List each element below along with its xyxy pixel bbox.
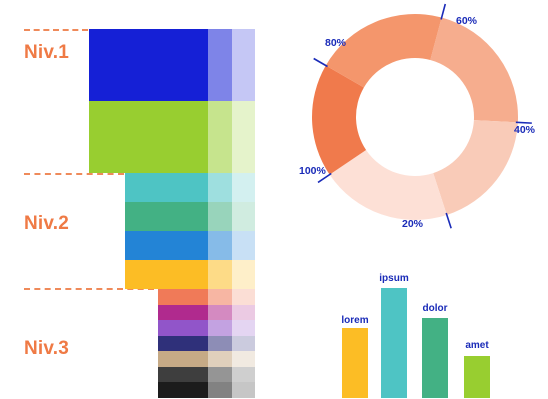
niv3-swatch-tint xyxy=(232,366,255,382)
level-1-top-divider xyxy=(24,29,88,31)
niv2-swatch-tint xyxy=(232,260,255,289)
niv3-swatch xyxy=(158,304,208,320)
niv1-swatch xyxy=(89,29,208,101)
niv3-swatch-tint xyxy=(208,366,232,382)
donut-slice xyxy=(433,120,518,215)
level-3-top-divider xyxy=(24,288,154,290)
niv2-swatch-tint xyxy=(208,173,232,202)
niv3-swatch-tint xyxy=(232,335,255,351)
donut-slice xyxy=(329,149,447,220)
donut-leader-tick xyxy=(440,3,447,20)
niv3-swatch-tint xyxy=(232,304,255,320)
bar-label: amet xyxy=(465,340,489,351)
donut-leader-tick xyxy=(313,57,328,68)
niv3-swatch xyxy=(158,382,208,398)
niv1-swatch-tint xyxy=(232,101,255,173)
bar xyxy=(381,288,407,398)
donut-label: 80% xyxy=(325,37,347,49)
niv3-swatch xyxy=(158,320,208,336)
bar xyxy=(342,328,368,398)
niv3-swatch xyxy=(158,289,208,305)
level-1-label: Niv.1 xyxy=(24,42,70,63)
bar-label: ipsum xyxy=(379,273,409,284)
niv3-swatch-tint xyxy=(208,304,232,320)
donut-slice xyxy=(430,17,518,123)
bar xyxy=(464,356,490,398)
donut-label: 100% xyxy=(299,165,326,177)
niv3-swatch-tint xyxy=(232,382,255,398)
niv2-swatch-tint xyxy=(208,231,232,260)
donut-leader-tick xyxy=(445,212,452,229)
donut-slice xyxy=(325,13,442,88)
niv3-swatch xyxy=(158,335,208,351)
niv2-swatch-tint xyxy=(232,202,255,231)
niv1-swatch-tint xyxy=(208,101,232,173)
niv2-swatch-tint xyxy=(232,231,255,260)
niv2-swatch-tint xyxy=(208,202,232,231)
bar-label: dolor xyxy=(422,303,448,314)
niv3-swatch-tint xyxy=(208,335,232,351)
niv2-swatch xyxy=(125,260,208,289)
niv3-swatch-tint xyxy=(208,289,232,305)
donut-label: 20% xyxy=(402,218,424,230)
niv2-swatch-tint xyxy=(208,260,232,289)
donut-slice xyxy=(312,65,367,175)
niv3-swatch-tint xyxy=(232,289,255,305)
donut-leader-tick xyxy=(317,172,332,184)
niv3-swatch-tint xyxy=(208,320,232,336)
niv2-swatch xyxy=(125,173,208,202)
niv3-swatch-tint xyxy=(208,351,232,367)
bar-label: lorem xyxy=(341,315,369,326)
donut-label: 60% xyxy=(456,15,478,27)
niv1-swatch-tint xyxy=(232,29,255,101)
donut-leader-tick xyxy=(515,121,532,124)
donut-label: 40% xyxy=(514,124,536,136)
niv3-swatch xyxy=(158,366,208,382)
niv2-swatch xyxy=(125,231,208,260)
niv1-swatch-tint xyxy=(208,29,232,101)
level-3-label: Niv.3 xyxy=(24,338,70,359)
niv3-swatch-tint xyxy=(232,320,255,336)
level-2-label: Niv.2 xyxy=(24,213,70,234)
niv3-swatch xyxy=(158,351,208,367)
niv2-swatch xyxy=(125,202,208,231)
niv3-swatch-tint xyxy=(232,351,255,367)
bar xyxy=(422,318,448,398)
level-2-top-divider xyxy=(24,173,124,175)
niv3-swatch-tint xyxy=(208,382,232,398)
niv2-swatch-tint xyxy=(232,173,255,202)
niv1-swatch xyxy=(89,101,208,173)
